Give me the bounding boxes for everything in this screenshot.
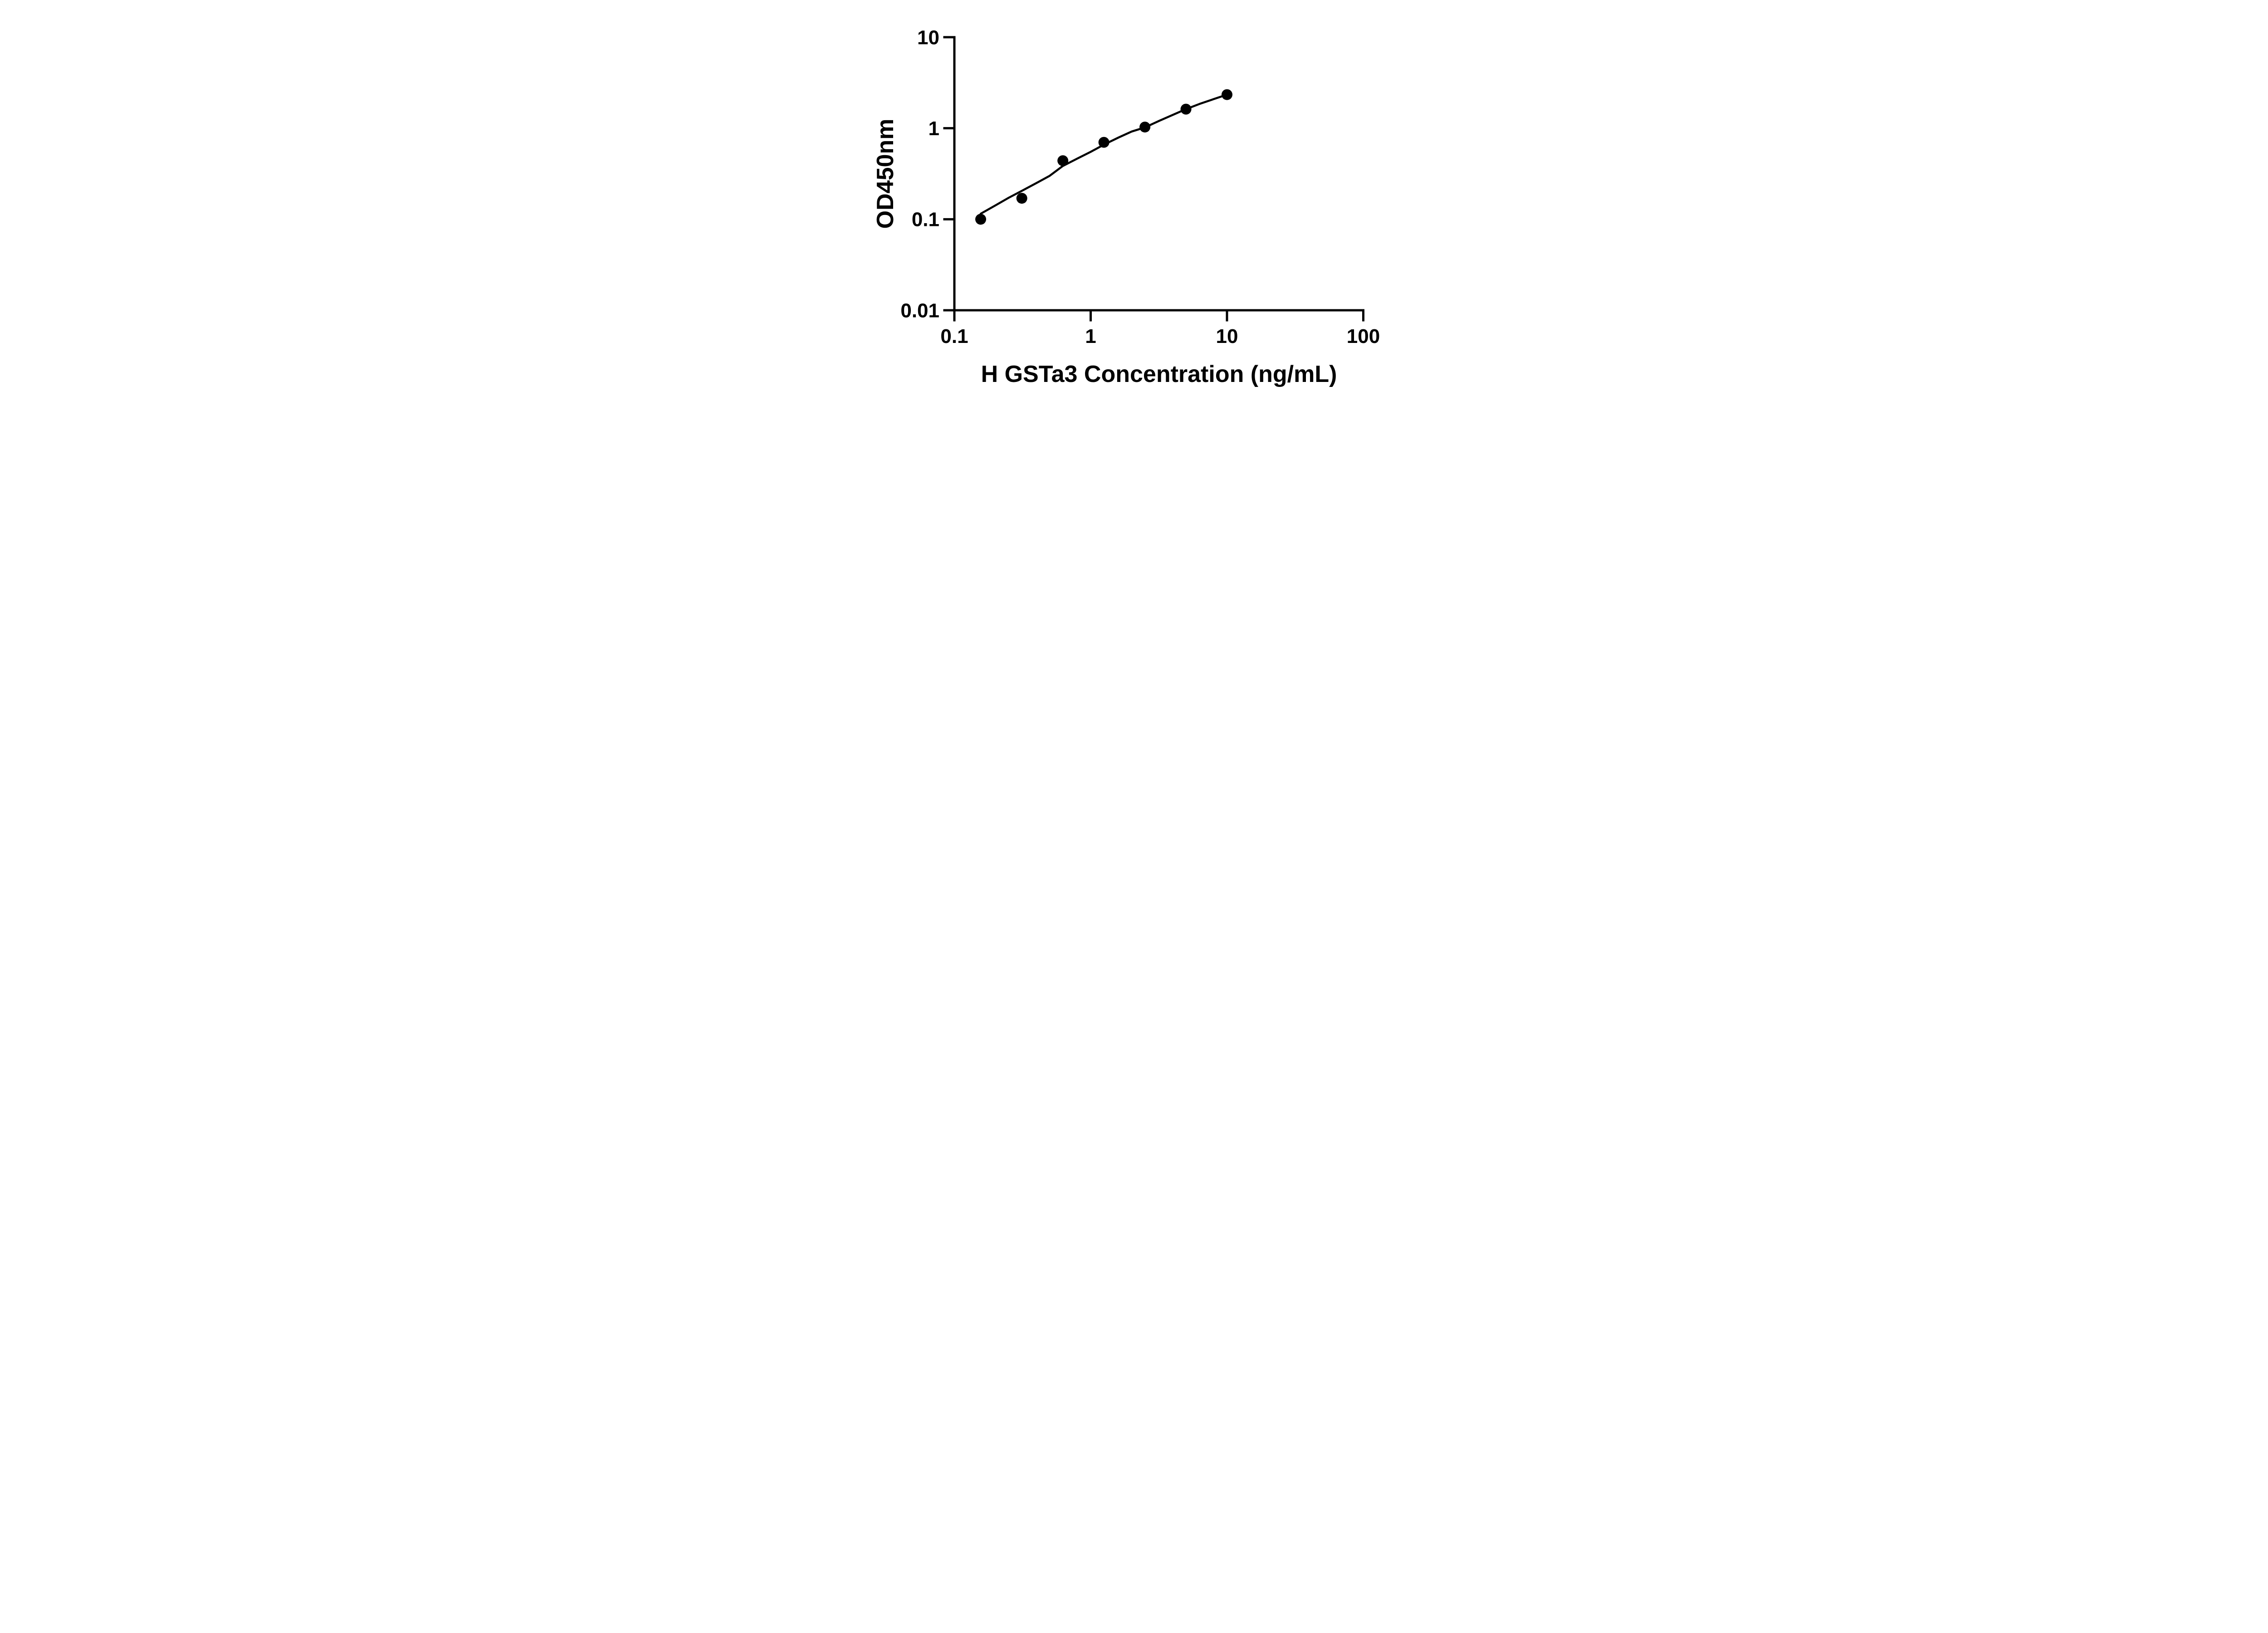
data-point (975, 214, 987, 225)
data-point (1016, 193, 1027, 204)
data-point (1098, 137, 1110, 148)
y-tick-label: 0.01 (900, 299, 939, 322)
x-tick-label: 100 (1347, 325, 1380, 347)
standard-curve-chart: 10 1 0.1 0.01 0.1 1 10 100 OD450nm H GSTa3 Conc… (843, 0, 1425, 408)
x-axis-title: H GSTa3 Concentration (ng/mL) (981, 361, 1337, 387)
data-point (1139, 122, 1151, 133)
y-tick-label: 10 (917, 26, 939, 49)
y-tick-label: 0.1 (912, 209, 939, 231)
x-tick-label: 0.1 (940, 325, 968, 347)
data-point (1057, 155, 1069, 166)
data-point (1222, 89, 1232, 100)
x-tick-label: 10 (1216, 325, 1238, 347)
y-tick-label: 1 (929, 117, 939, 140)
data-point (1180, 103, 1192, 115)
x-tick-label: 1 (1085, 325, 1096, 347)
y-axis-title: OD450nm (872, 119, 899, 229)
